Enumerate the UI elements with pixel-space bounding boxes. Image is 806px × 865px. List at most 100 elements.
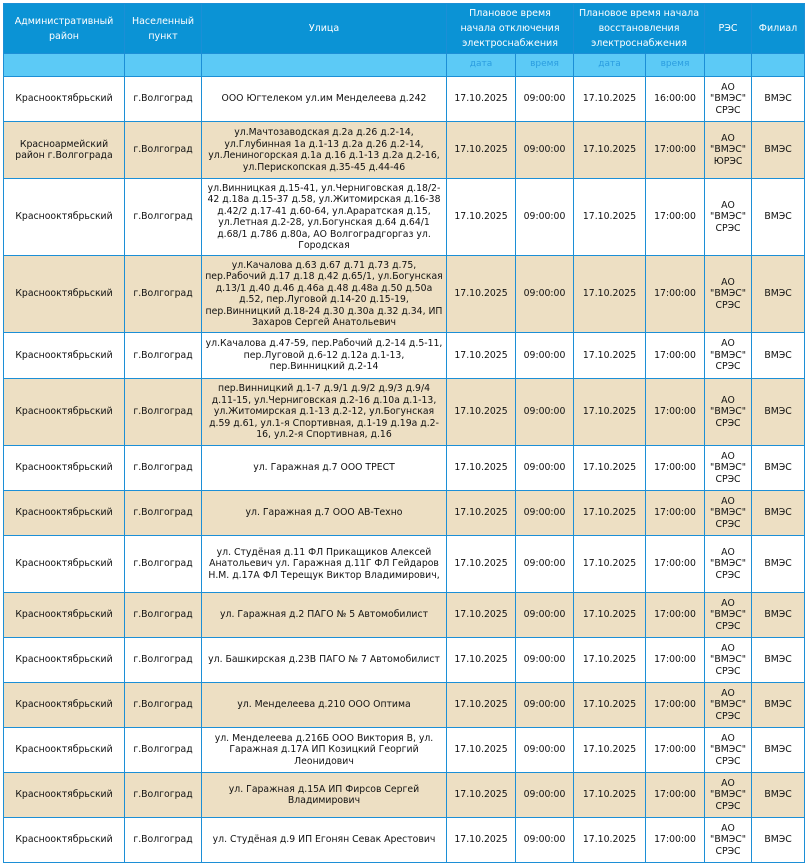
cell-off-time: 09:00:00 <box>515 535 574 593</box>
cell-street: ул. Гаражная д.7 ООО АВ-Техно <box>201 490 447 536</box>
cell-locality: г.Волгоград <box>124 378 202 446</box>
cell-street: ул. Гаражная д.2 ПАГО № 5 Автомобилист <box>201 592 447 638</box>
cell-locality: г.Волгоград <box>124 178 202 256</box>
cell-off-time: 09:00:00 <box>515 817 574 863</box>
table-row: Краснооктябрьский г.Волгоград пер.Винницки… <box>3 378 806 446</box>
cell-branch: ВМЭС <box>751 682 806 728</box>
cell-branch: ВМЭС <box>751 817 806 863</box>
cell-on-time: 17:00:00 <box>644 121 706 179</box>
cell-branch: ВМЭС <box>751 535 806 593</box>
cell-locality: г.Волгоград <box>124 772 202 818</box>
cell-street: ул. Менделеева д.216Б ООО Виктория В, ул… <box>201 727 447 773</box>
cell-locality: г.Волгоград <box>124 592 202 638</box>
cell-on-time: 17:00:00 <box>644 637 706 683</box>
header-district: Административный район <box>3 3 125 54</box>
cell-res: АО "ВМЭС" СРЭС <box>704 178 753 256</box>
cell-street: ул. Гаражная д.15А ИП Фирсов Сергей Влад… <box>201 772 447 818</box>
cell-district: Краснооктябрьский <box>3 178 125 256</box>
cell-on-date: 17.10.2025 <box>573 592 646 638</box>
cell-res: АО "ВМЭС" СРЭС <box>704 637 753 683</box>
cell-district: Краснооктябрьский <box>3 772 125 818</box>
cell-off-date: 17.10.2025 <box>446 255 516 333</box>
cell-on-date: 17.10.2025 <box>573 332 646 379</box>
table-row: Краснооктябрьский г.Волгоград ул. Башкирск… <box>3 637 806 683</box>
header-res: РЭС <box>704 3 753 54</box>
cell-off-date: 17.10.2025 <box>446 817 516 863</box>
cell-res: АО "ВМЭС" СРЭС <box>704 490 753 536</box>
cell-on-time: 17:00:00 <box>644 817 706 863</box>
sub-off-time: время <box>515 53 574 77</box>
cell-off-time: 09:00:00 <box>515 772 574 818</box>
cell-on-time: 17:00:00 <box>644 535 706 593</box>
table-row: Краснооктябрьский г.Волгоград ул.Качалова … <box>3 332 806 379</box>
cell-branch: ВМЭС <box>751 332 806 379</box>
cell-on-date: 17.10.2025 <box>573 637 646 683</box>
table-row: Красноармейский район г.Волгограда г.Волг… <box>3 121 806 179</box>
cell-off-time: 09:00:00 <box>515 445 574 491</box>
cell-street: ул.Качалова д.63 д.67 д.71 д.73 д.75, пе… <box>201 255 447 333</box>
cell-district: Краснооктябрьский <box>3 490 125 536</box>
cell-on-time: 16:00:00 <box>644 76 706 122</box>
cell-on-date: 17.10.2025 <box>573 772 646 818</box>
cell-district: Краснооктябрьский <box>3 592 125 638</box>
cell-locality: г.Волгоград <box>124 817 202 863</box>
cell-off-time: 09:00:00 <box>515 378 574 446</box>
cell-locality: г.Волгоград <box>124 727 202 773</box>
table-row: Краснооктябрьский г.Волгоград ул. Гаражная… <box>3 592 806 638</box>
cell-on-date: 17.10.2025 <box>573 682 646 728</box>
cell-off-time: 09:00:00 <box>515 332 574 379</box>
table-row: Краснооктябрьский г.Волгоград ул. Гаражная… <box>3 490 806 536</box>
cell-street: ул. Студёная д.11 ФЛ Прикащиков Алексей … <box>201 535 447 593</box>
cell-res: АО "ВМЭС" СРЭС <box>704 682 753 728</box>
cell-res: АО "ВМЭС" СРЭС <box>704 445 753 491</box>
sub-off-date: дата <box>446 53 516 77</box>
cell-off-time: 09:00:00 <box>515 637 574 683</box>
cell-off-time: 09:00:00 <box>515 490 574 536</box>
cell-off-time: 09:00:00 <box>515 727 574 773</box>
cell-street: ул. Башкирская д.23В ПАГО № 7 Автомобили… <box>201 637 447 683</box>
cell-district: Красноармейский район г.Волгограда <box>3 121 125 179</box>
cell-off-time: 09:00:00 <box>515 682 574 728</box>
cell-district: Краснооктябрьский <box>3 378 125 446</box>
cell-off-time: 09:00:00 <box>515 178 574 256</box>
cell-street: ул. Гаражная д.7 ООО ТРЕСТ <box>201 445 447 491</box>
cell-branch: ВМЭС <box>751 772 806 818</box>
cell-district: Краснооктябрьский <box>3 445 125 491</box>
table-row: Краснооктябрьский г.Волгоград ул. Менделее… <box>3 727 806 773</box>
cell-off-time: 09:00:00 <box>515 76 574 122</box>
cell-on-time: 17:00:00 <box>644 332 706 379</box>
cell-on-date: 17.10.2025 <box>573 76 646 122</box>
cell-locality: г.Волгоград <box>124 490 202 536</box>
cell-locality: г.Волгоград <box>124 121 202 179</box>
sub-on-date: дата <box>573 53 646 77</box>
cell-on-time: 17:00:00 <box>644 378 706 446</box>
header-off-time: Плановое время начала отключения электро… <box>446 3 574 54</box>
table-row: Краснооктябрьский г.Волгоград ул. Студёная… <box>3 535 806 593</box>
outage-table: Административный район Населенный пункт … <box>3 3 806 863</box>
cell-res: АО "ВМЭС" СРЭС <box>704 592 753 638</box>
table-row: Краснооктябрьский г.Волгоград ул.Винницкая… <box>3 178 806 256</box>
cell-on-date: 17.10.2025 <box>573 817 646 863</box>
cell-on-date: 17.10.2025 <box>573 255 646 333</box>
cell-res: АО "ВМЭС" ЮРЭС <box>704 121 753 179</box>
header-on-time: Плановое время начала восстановления эле… <box>572 3 706 54</box>
cell-off-time: 09:00:00 <box>515 255 574 333</box>
cell-res: АО "ВМЭС" СРЭС <box>704 255 753 333</box>
header-locality: Населенный пункт <box>124 3 202 54</box>
table-row: Краснооктябрьский г.Волгоград ул. Гаражная… <box>3 445 806 491</box>
cell-on-time: 17:00:00 <box>644 592 706 638</box>
cell-district: Краснооктябрьский <box>3 817 125 863</box>
table-row: Краснооктябрьский г.Волгоград ул. Менделее… <box>3 682 806 728</box>
cell-on-date: 17.10.2025 <box>573 445 646 491</box>
cell-on-time: 17:00:00 <box>644 727 706 773</box>
cell-district: Краснооктябрьский <box>3 682 125 728</box>
cell-off-date: 17.10.2025 <box>446 178 516 256</box>
cell-district: Краснооктябрьский <box>3 332 125 379</box>
cell-on-time: 17:00:00 <box>644 682 706 728</box>
cell-branch: ВМЭС <box>751 637 806 683</box>
cell-branch: ВМЭС <box>751 121 806 179</box>
cell-off-time: 09:00:00 <box>515 121 574 179</box>
cell-off-time: 09:00:00 <box>515 592 574 638</box>
cell-on-date: 17.10.2025 <box>573 121 646 179</box>
cell-res: АО "ВМЭС" СРЭС <box>704 772 753 818</box>
